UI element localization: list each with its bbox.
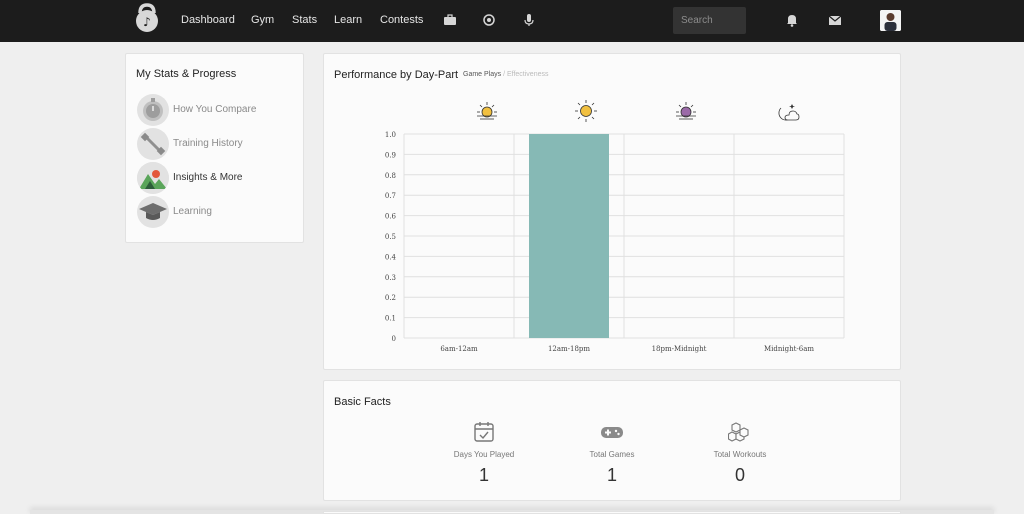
x-tick-label: 6am-12am [440, 345, 478, 353]
cubes-icon [728, 422, 749, 442]
sidebar-item-learning[interactable]: Learning [137, 196, 297, 228]
performance-bar-chart: 0 0.1 0.2 0.3 0.4 0.5 0.6 0.7 0.8 0.9 1.0 6am-12am… [385, 100, 845, 353]
performance-title: Performance by Day-Part [334, 69, 459, 81]
fact-label: Total Workouts [713, 450, 767, 459]
x-tick-label: Midnight-6am [764, 345, 814, 353]
nav-learn[interactable]: Learn [334, 14, 363, 26]
y-tick-label: 0.6 [385, 213, 397, 221]
basic-facts-card: Basic Facts Days You Played 1 Total Game… [323, 380, 901, 501]
sidebar-item-label: Training History [173, 138, 243, 149]
user-avatar-icon [880, 10, 901, 31]
dumbbell-icon [137, 128, 169, 160]
sunrise-icon [477, 102, 497, 120]
fact-label: Total Games [589, 450, 635, 459]
sidebar-item-insights[interactable]: Insights & More [137, 162, 297, 194]
tab-effectiveness[interactable]: Effectiveness [506, 71, 549, 78]
fact-value: 1 [606, 465, 617, 485]
x-tick-label: 18pm-Midnight [652, 345, 707, 353]
tab-separator: / [503, 71, 506, 78]
x-tick-label: 12am-18pm [548, 345, 590, 353]
graduation-cap-icon [137, 196, 169, 228]
sunset-icon [676, 102, 696, 120]
y-tick-label: 0.7 [385, 192, 396, 200]
tab-game-plays[interactable]: Game Plays [463, 71, 502, 78]
performance-card: Performance by Day-Part Game Plays / Eff… [323, 53, 901, 370]
y-tick-label: 0.9 [385, 151, 396, 159]
sidebar-item-label: How You Compare [173, 104, 257, 115]
y-tick-label: 0.2 [385, 294, 396, 302]
fact-days-played: Days You Played 1 [429, 421, 539, 486]
nav-dashboard[interactable]: Dashboard [181, 14, 235, 26]
sidebar-item-label: Learning [173, 206, 212, 217]
sidebar-item-label: Insights & More [173, 172, 243, 183]
fact-total-games: Total Games 1 [557, 421, 667, 486]
stopwatch-icon [137, 94, 169, 126]
sun-icon [575, 100, 597, 122]
fact-label: Days You Played [453, 450, 515, 459]
moon-icon [778, 104, 800, 121]
y-tick-label: 1.0 [385, 131, 396, 139]
nav-stats[interactable]: Stats [292, 14, 318, 26]
y-tick-label: 0.8 [385, 172, 396, 180]
envelope-icon[interactable] [827, 12, 843, 28]
nav-contests[interactable]: Contests [380, 14, 424, 26]
fact-value: 0 [734, 465, 745, 485]
fact-total-workouts: Total Workouts 0 [685, 421, 795, 486]
stats-sidebar: My Stats & Progress How You Compare Trai… [125, 53, 304, 243]
briefcase-icon[interactable] [442, 12, 458, 28]
kettlebell-logo-icon[interactable]: ♪ [134, 3, 160, 33]
sidebar-item-training-history[interactable]: Training History [137, 128, 297, 160]
y-tick-label: 0.4 [385, 253, 397, 261]
basic-facts-title: Basic Facts [334, 396, 391, 408]
sidebar-title: My Stats & Progress [136, 68, 237, 80]
user-avatar[interactable] [880, 10, 901, 31]
bar-12am-18pm[interactable] [529, 134, 609, 338]
top-navbar: ♪ Dashboard Gym Stats Learn Contests [0, 0, 1024, 42]
bell-icon[interactable] [784, 12, 800, 28]
nav-gym[interactable]: Gym [251, 14, 275, 26]
y-tick-label: 0.5 [385, 233, 396, 241]
gamepad-icon [601, 427, 623, 438]
microphone-icon[interactable] [521, 12, 537, 28]
fact-value: 1 [478, 465, 489, 485]
search-input[interactable] [673, 7, 746, 34]
y-tick-label: 0 [392, 335, 396, 343]
sidebar-item-how-you-compare[interactable]: How You Compare [137, 94, 297, 126]
y-tick-label: 0.1 [385, 315, 396, 323]
svg-text:♪: ♪ [143, 15, 151, 29]
target-icon[interactable] [481, 12, 497, 28]
y-tick-label: 0.3 [385, 274, 396, 282]
performance-tabs: Game Plays / Effectiveness [463, 71, 549, 78]
mountains-icon [137, 162, 169, 194]
calendar-check-icon [474, 422, 494, 442]
